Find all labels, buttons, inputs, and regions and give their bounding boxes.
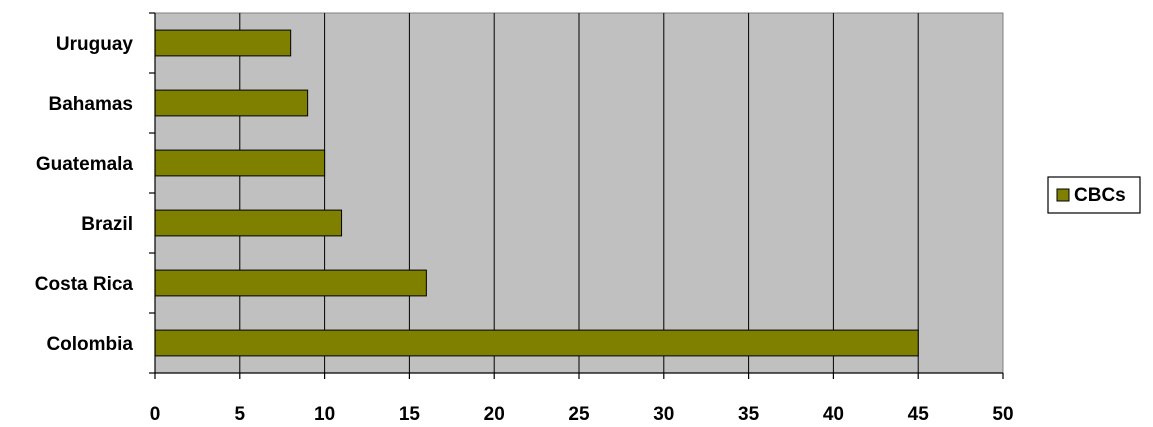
- x-tick-label: 25: [568, 404, 590, 425]
- category-label: Colombia: [46, 334, 133, 355]
- x-tick-label: 10: [314, 404, 335, 425]
- bars: [154, 29, 919, 357]
- bar-brazil: [154, 209, 343, 237]
- bar-uruguay: [154, 29, 292, 57]
- legend-label: CBCs: [1074, 185, 1126, 206]
- bar-colombia: [154, 329, 919, 357]
- bar-costa-rica: [154, 269, 427, 297]
- category-label: Bahamas: [49, 94, 134, 115]
- x-axis: 0 5 10 15 20 25 30 35 40 45 50: [150, 372, 1014, 425]
- category-label: Costa Rica: [35, 274, 134, 295]
- x-tick-label: 5: [235, 404, 246, 425]
- y-axis: Colombia Costa Rica Brazil Guatemala Bahamas…: [35, 12, 156, 374]
- category-label: Guatemala: [36, 154, 134, 175]
- x-tick-label: 50: [992, 404, 1013, 425]
- category-label: Brazil: [81, 214, 133, 235]
- x-tick-label: 30: [653, 404, 674, 425]
- legend-swatch: [1056, 188, 1070, 202]
- gridlines: [239, 13, 919, 373]
- bar-bahamas: [154, 89, 309, 117]
- legend: CBCs: [1047, 176, 1141, 214]
- x-tick-label: 20: [484, 404, 505, 425]
- bar-guatemala: [154, 149, 326, 177]
- x-tick-label: 45: [908, 404, 930, 425]
- x-tick-label: 15: [399, 404, 421, 425]
- x-tick-label: 40: [823, 404, 844, 425]
- x-tick-label: 35: [738, 404, 760, 425]
- category-label: Uruguay: [56, 34, 134, 55]
- x-tick-label: 0: [150, 404, 161, 425]
